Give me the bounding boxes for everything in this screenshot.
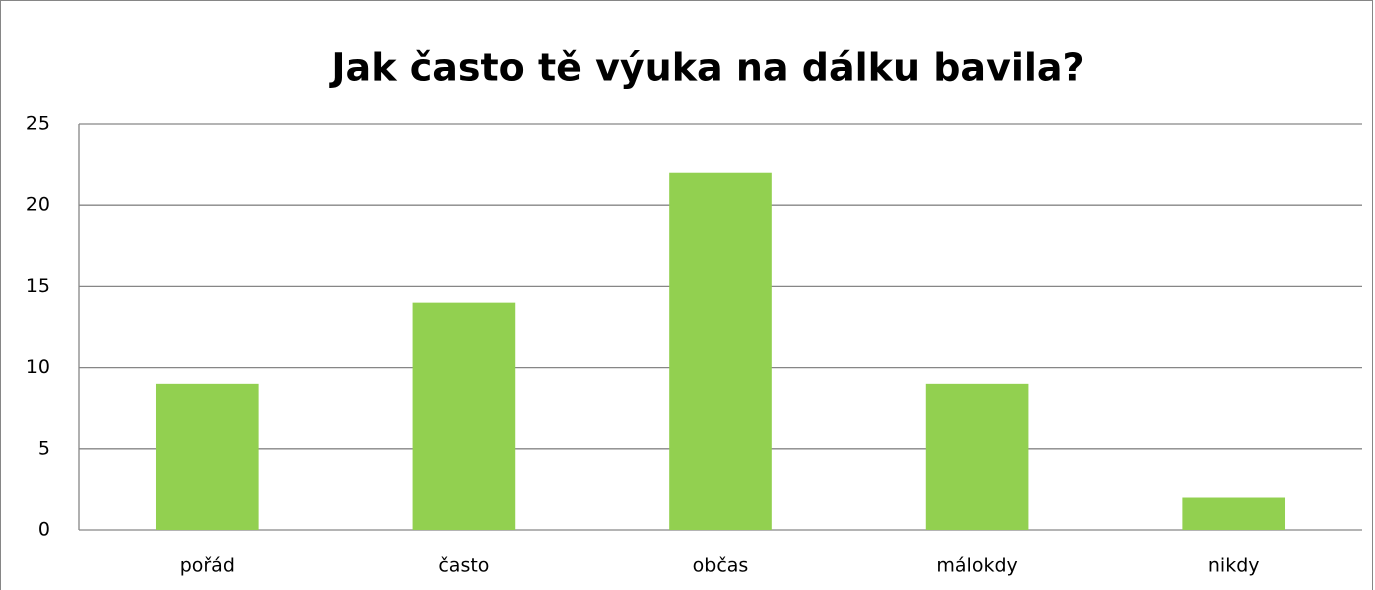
bar: [1182, 497, 1286, 530]
x-tick-label: nikdy: [1208, 555, 1260, 577]
bar: [669, 172, 772, 530]
bar: [155, 383, 259, 530]
x-tick-label: pořád: [180, 555, 235, 577]
y-tick-label: 15: [26, 275, 50, 297]
y-tick-label: 5: [38, 437, 50, 459]
y-tick-label: 20: [26, 194, 50, 216]
x-tick-label: občas: [693, 555, 749, 577]
y-tick-label: 10: [26, 356, 50, 378]
bar: [412, 302, 516, 530]
x-tick-label: často: [438, 555, 489, 577]
y-tick-label: 0: [38, 519, 50, 541]
bar: [925, 383, 1029, 530]
y-tick-label: 25: [26, 113, 50, 135]
chart-title: Jak často tě výuka na dálku bavila?: [328, 46, 1084, 90]
x-tick-label: málokdy: [936, 555, 1017, 577]
